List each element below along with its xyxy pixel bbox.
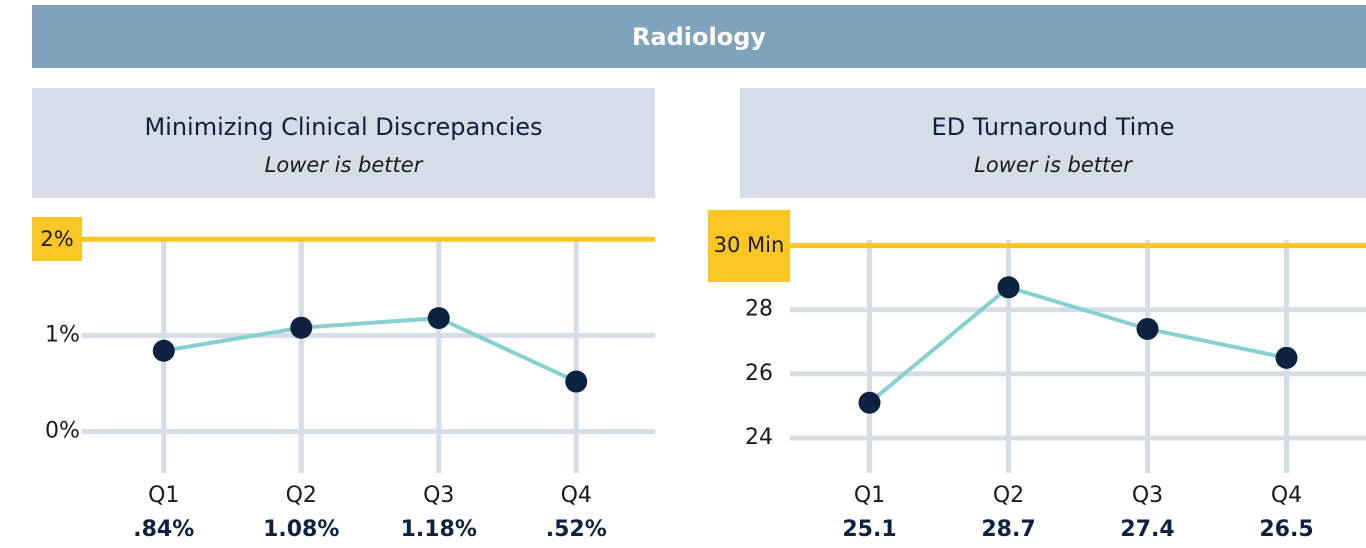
- point: [1136, 317, 1159, 340]
- point: [290, 316, 313, 339]
- x-tick-label: Q2: [993, 483, 1024, 508]
- chart-subtitle: Lower is better: [265, 153, 424, 177]
- value-label: 27.4: [1120, 517, 1174, 542]
- value-label: 1.18%: [401, 517, 477, 542]
- x-tick-label: Q2: [286, 483, 317, 508]
- x-tick-label: Q4: [561, 483, 592, 508]
- chart-subtitle: Lower is better: [974, 153, 1133, 177]
- x-tick-label: Q1: [854, 483, 885, 508]
- point: [427, 307, 450, 330]
- y-tick-label: 28: [745, 297, 773, 322]
- title-box: [740, 88, 1366, 198]
- point: [152, 339, 175, 362]
- x-tick-label: Q1: [148, 483, 179, 508]
- x-tick-label: Q3: [423, 483, 454, 508]
- x-tick-label: Q4: [1271, 483, 1302, 508]
- value-label: 26.5: [1259, 517, 1313, 542]
- header-bar: [32, 5, 1366, 68]
- y-tick-label: 26: [745, 361, 773, 386]
- value-label: 25.1: [842, 517, 896, 542]
- target-label: 2%: [32, 217, 82, 262]
- chart-title: Minimizing Clinical Discrepancies: [144, 113, 542, 141]
- series-line: [868, 285, 1287, 405]
- point: [858, 391, 881, 414]
- series-line: [163, 316, 578, 384]
- y-tick-label: 0%: [45, 419, 80, 444]
- y-tick-label: 24: [745, 425, 773, 450]
- chart-title: ED Turnaround Time: [932, 113, 1175, 141]
- value-label: .52%: [546, 517, 607, 542]
- title-box: [32, 88, 655, 198]
- value-label: 28.7: [981, 517, 1035, 542]
- point: [565, 370, 588, 393]
- x-tick-label: Q3: [1132, 483, 1163, 508]
- header-title: Radiology: [632, 23, 766, 51]
- y-tick-label: 1%: [45, 322, 80, 347]
- target-label: 30 Min: [708, 209, 790, 282]
- point: [1275, 346, 1298, 369]
- value-label: .84%: [133, 517, 194, 542]
- value-label: 1.08%: [263, 517, 339, 542]
- point: [997, 276, 1020, 299]
